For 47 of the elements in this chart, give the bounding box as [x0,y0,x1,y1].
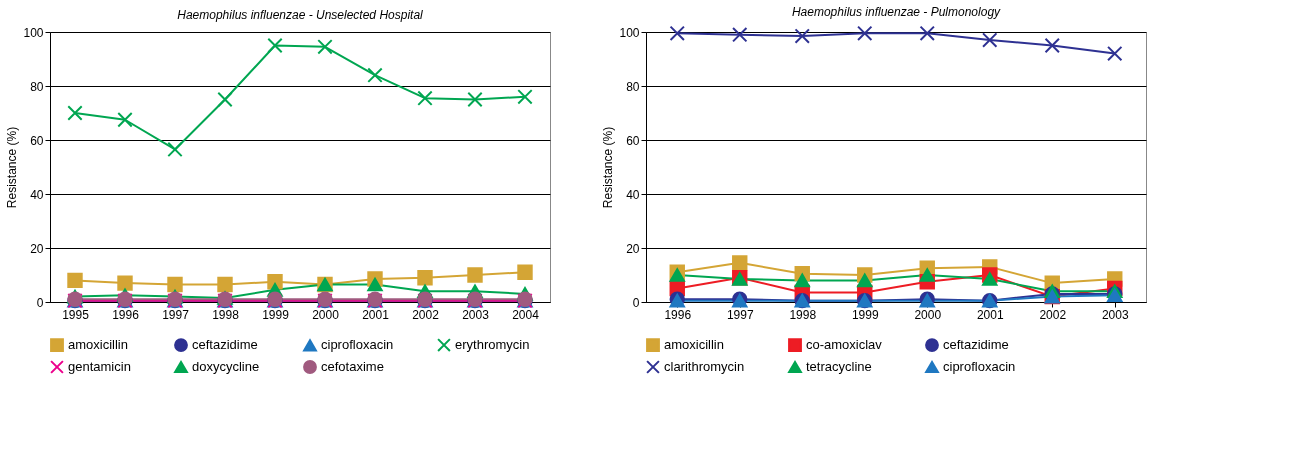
x-tick-label: 2003 [462,307,490,322]
y-tick-label: 0 [36,295,44,310]
y-tick-label: 80 [30,79,44,94]
legend-label: amoxicillin [664,337,724,353]
x-tick-label: 1996 [112,307,140,322]
x-tick-label: 2001 [362,307,390,322]
x-tick-label: 1996 [664,307,692,322]
legend-label: gentamicin [68,359,131,374]
y-tick-label: 20 [30,241,44,256]
legend-label: ciprofloxacin [321,337,394,353]
x-tick-label: 2002 [412,307,440,322]
y-axis-title: Resistance (%) [5,126,20,209]
y-tick-label: 20 [626,241,640,256]
legend-label: cefotaxime [321,359,384,374]
legend-label: clarithromycin [664,359,745,374]
x-tick-label: 1995 [62,307,90,322]
y-tick-label: 40 [626,187,640,202]
y-tick-label: 100 [619,25,640,40]
x-tick-label: 1997 [162,307,190,322]
y-tick-label: 40 [30,187,44,202]
x-tick-label: 1998 [212,307,240,322]
legend-label: amoxicillin [68,337,128,353]
legend-label: co-amoxiclav [806,337,883,353]
x-tick-label: 2004 [512,307,540,322]
x-tick-label: 2000 [312,307,340,322]
y-tick-label: 80 [626,79,640,94]
legend-label: ciprofloxacin [943,359,1016,374]
x-tick-label: 2003 [1101,307,1129,322]
x-tick-label: 1998 [789,307,817,322]
y-tick-label: 0 [632,295,640,310]
legend-label: erythromycin [455,337,530,353]
legend-label: ceftazidime [943,337,1009,353]
x-tick-label: 2000 [914,307,942,322]
x-tick-label: 2001 [976,307,1004,322]
chart-title: Haemophilus influenzae - Pulmonology [791,4,1002,19]
legend-label: doxycycline [192,359,260,374]
legend-label: tetracycline [806,359,872,374]
y-tick-label: 60 [30,133,44,148]
x-tick-label: 2002 [1039,307,1067,322]
x-tick-label: 1999 [262,307,290,322]
y-tick-label: 60 [626,133,640,148]
y-axis-title: Resistance (%) [601,126,616,209]
legend-label: ceftazidime [192,337,258,353]
x-tick-label: 1997 [726,307,754,322]
x-tick-label: 1999 [851,307,879,322]
y-tick-label: 100 [23,25,44,40]
chart-title: Haemophilus influenzae - Unselected Hospital [177,8,424,22]
